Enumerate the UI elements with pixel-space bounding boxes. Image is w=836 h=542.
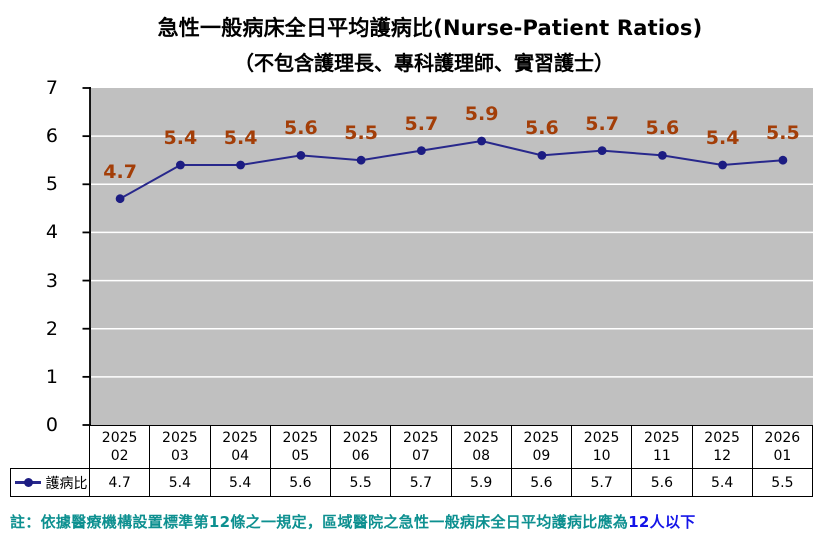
data-point-marker xyxy=(356,155,366,165)
data-label: 5.5 xyxy=(344,122,378,145)
value-cell: 5.9 xyxy=(450,468,512,497)
category-header-cell: 2025 10 xyxy=(570,425,633,469)
legend-cell: 護病比 xyxy=(10,468,90,497)
category-header-cell: 2026 01 xyxy=(751,425,814,469)
data-table: 2025 02 2025 03 2025 04 2025 05 2025 06 2025 … xyxy=(10,425,814,497)
category-header-cell: 2025 09 xyxy=(510,425,573,469)
legend-marker-dot-icon xyxy=(23,477,33,487)
category-header-cell: 2025 07 xyxy=(390,425,452,469)
value-cell: 5.7 xyxy=(570,468,633,497)
category-header-row: 2025 02 2025 03 2025 04 2025 05 2025 06 2025 … xyxy=(11,425,814,469)
y-axis-tick-label: 3 xyxy=(45,269,58,292)
data-label: 5.4 xyxy=(223,127,258,150)
data-label: 5.4 xyxy=(163,127,198,150)
data-label: 5.9 xyxy=(464,102,499,125)
category-header-cell: 2025 12 xyxy=(691,425,753,469)
value-cell: 5.4 xyxy=(691,468,753,497)
y-axis-tick-label: 1 xyxy=(45,365,58,388)
data-label: 5.7 xyxy=(404,112,439,135)
data-point-marker xyxy=(658,151,667,160)
chart-title: 急性一般病床全日平均護病比(Nurse-Patient Ratios) xyxy=(157,16,703,40)
table-corner-blank xyxy=(11,426,90,469)
data-label: 5.6 xyxy=(525,117,559,140)
data-point-marker xyxy=(115,194,125,204)
data-point-marker xyxy=(597,146,607,156)
category-header-cell: 2025 04 xyxy=(209,425,271,469)
footnote-highlight: 12人以下 xyxy=(628,513,696,531)
data-label: 5.5 xyxy=(766,122,800,145)
value-cell: 5.4 xyxy=(149,468,211,497)
footnote: 註：依據醫療機構設置標準第12條之一規定，區域醫院之急性一般病床全日平均護病比應… xyxy=(10,511,830,532)
value-cell: 5.7 xyxy=(390,468,452,497)
value-cell: 5.6 xyxy=(510,468,573,497)
footnote-text: 註：依據醫療機構設置標準第12條之一規定，區域醫院之急性一般病床全日平均護病比應… xyxy=(10,513,629,531)
category-header-cell: 2025 03 xyxy=(149,425,211,469)
data-point-marker xyxy=(778,155,788,165)
series-line xyxy=(119,139,783,200)
category-header-cell: 2025 08 xyxy=(450,425,512,469)
value-cell: 4.7 xyxy=(88,468,151,497)
category-header-cell: 2025 06 xyxy=(329,425,392,469)
series-value-row: 護病比 4.7 5.4 5.4 5.6 5.5 5.7 5.9 5.6 5.7 5.6 5.4 5.5 xyxy=(10,468,814,497)
y-axis-tick-label: 5 xyxy=(45,173,58,196)
data-label: 5.7 xyxy=(585,112,619,135)
value-cell: 5.6 xyxy=(631,468,693,497)
data-point-marker xyxy=(718,160,727,170)
data-point-marker xyxy=(236,160,246,170)
category-header-cell: 2025 02 xyxy=(88,425,151,469)
value-cell: 5.5 xyxy=(751,468,814,497)
data-label: 5.6 xyxy=(645,117,680,140)
value-cell: 5.5 xyxy=(329,468,392,497)
y-axis-tick-label: 4 xyxy=(45,221,58,244)
data-point-marker xyxy=(477,136,486,146)
data-point-marker xyxy=(176,160,185,170)
data-point-marker xyxy=(417,146,426,156)
data-label: 4.7 xyxy=(103,160,137,183)
data-label: 5.6 xyxy=(284,117,318,140)
y-axis-tick-label: 2 xyxy=(45,317,58,340)
y-axis-tick-label: 6 xyxy=(45,125,58,148)
legend-line-marker-icon xyxy=(14,477,41,487)
data-point-marker xyxy=(537,151,547,160)
value-cell: 5.4 xyxy=(209,468,271,497)
y-axis-tick-label: 7 xyxy=(45,77,58,99)
value-cell: 5.6 xyxy=(269,468,332,497)
category-header-cell: 2025 05 xyxy=(269,425,332,469)
plot-area xyxy=(90,88,813,425)
y-axis-tick-label: 0 xyxy=(45,414,58,436)
data-label: 5.4 xyxy=(705,127,740,150)
chart-subtitle: （不包含護理長、專科護理師、實習護士） xyxy=(234,51,614,75)
data-point-marker xyxy=(296,151,306,160)
category-header-cell: 2025 11 xyxy=(631,425,693,469)
legend-series-label: 護病比 xyxy=(45,475,88,492)
